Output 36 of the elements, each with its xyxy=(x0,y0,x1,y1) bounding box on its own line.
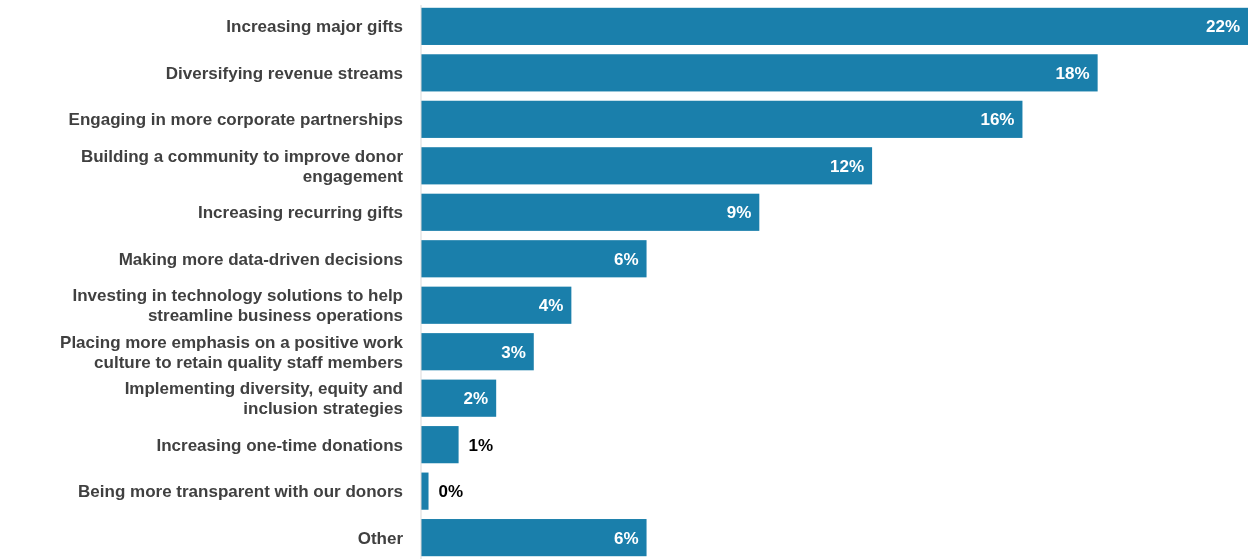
bar xyxy=(421,100,1023,138)
y-tick-label: Placing more emphasis on a positive work culture to retain quality staff members xyxy=(60,332,404,372)
y-tick-label: Other xyxy=(357,528,404,548)
bar xyxy=(421,286,572,324)
y-tick-label: Being more transparent with our donors xyxy=(78,482,403,502)
y-tick-label: Making more data-driven decisions xyxy=(118,249,403,269)
data-label: 6% xyxy=(613,528,639,548)
y-tick-label: Increasing major gifts xyxy=(226,17,403,37)
bar xyxy=(421,472,429,510)
bar xyxy=(421,426,459,464)
data-label: 22% xyxy=(1205,17,1240,37)
data-label: 0% xyxy=(438,482,464,502)
bar xyxy=(421,519,647,557)
bar xyxy=(421,240,647,278)
bar xyxy=(421,147,873,185)
data-label: 2% xyxy=(463,389,489,409)
y-tick-label: Increasing one-time donations xyxy=(156,435,403,455)
data-label: 9% xyxy=(726,203,752,223)
y-tick-label: Engaging in more corporate partnerships xyxy=(68,110,403,130)
data-label: 4% xyxy=(538,296,564,316)
bar xyxy=(421,54,1098,92)
y-tick-label: Diversifying revenue streams xyxy=(165,63,403,83)
data-label: 3% xyxy=(501,342,526,362)
y-tick-label: Increasing recurring gifts xyxy=(198,203,403,223)
data-label: 16% xyxy=(980,110,1015,130)
y-tick-label: Investing in technology solutions to help streamline business operations xyxy=(72,286,403,326)
data-label: 1% xyxy=(468,435,494,455)
data-label: 6% xyxy=(613,249,639,269)
bar xyxy=(421,7,1248,45)
bar xyxy=(421,193,760,231)
bar xyxy=(421,333,534,371)
y-tick-label: Implementing diversity, equity and inclusion strategies xyxy=(124,379,403,419)
data-label: 18% xyxy=(1055,63,1090,83)
y-tick-label: Building a community to improve donor engagement xyxy=(80,146,404,186)
bar xyxy=(421,379,497,417)
data-label: 12% xyxy=(830,156,865,176)
